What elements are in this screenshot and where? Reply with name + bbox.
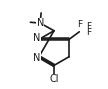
Text: Cl: Cl bbox=[49, 74, 59, 84]
Text: F: F bbox=[86, 28, 91, 37]
Text: F: F bbox=[78, 20, 83, 29]
Text: N: N bbox=[33, 33, 40, 43]
Text: N: N bbox=[33, 53, 40, 63]
Text: N: N bbox=[37, 18, 44, 28]
Text: F: F bbox=[86, 22, 91, 31]
